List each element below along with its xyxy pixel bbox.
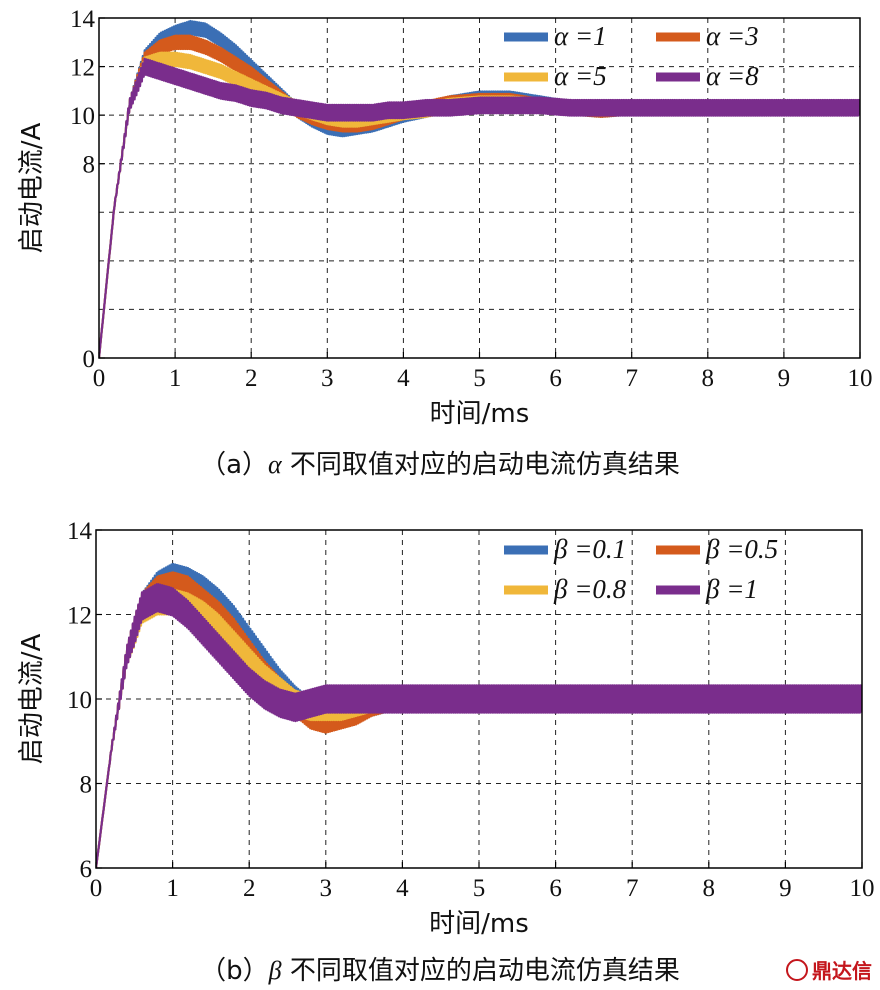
- x-axis-label: 时间/ms: [429, 909, 529, 939]
- y-tick-label: 12: [70, 55, 95, 82]
- series-group: [96, 562, 862, 868]
- x-tick-label: 3: [321, 365, 334, 392]
- legend-label-2: α =5: [554, 61, 607, 91]
- y-axis-label: 启动电流/A: [17, 123, 47, 254]
- legend-label-3: β =1: [705, 574, 758, 604]
- x-tick-label: 4: [396, 875, 409, 902]
- x-tick-label: 7: [626, 875, 639, 902]
- x-tick-label: 6: [549, 365, 562, 392]
- y-tick-label: 10: [70, 103, 95, 130]
- x-tick-label: 4: [397, 365, 410, 392]
- y-tick-label: 6: [80, 856, 93, 883]
- y-tick-label: 12: [67, 603, 92, 630]
- x-tick-label: 1: [169, 365, 182, 392]
- y-axis-label: 启动电流/A: [17, 634, 47, 765]
- x-axis-label: 时间/ms: [430, 399, 530, 429]
- legend-label-1: β =0.5: [705, 534, 778, 564]
- legend-label-0: α =1: [554, 21, 607, 51]
- x-tick-label: 3: [320, 875, 333, 902]
- y-tick-label: 10: [67, 687, 92, 714]
- x-tick-label: 0: [90, 875, 103, 902]
- x-tick-label: 8: [703, 875, 716, 902]
- legend-label-0: β =0.1: [553, 534, 626, 564]
- x-tick-label: 9: [779, 875, 792, 902]
- caption-panel-b: （b）β 不同取值对应的启动电流仿真结果: [200, 956, 680, 986]
- x-tick-label: 10: [850, 875, 875, 902]
- x-tick-label: 2: [245, 365, 258, 392]
- watermark: 鼎达信: [786, 955, 872, 984]
- x-tick-label: 7: [625, 365, 638, 392]
- y-tick-label: 8: [83, 152, 96, 179]
- caption-panel-a: （a）α 不同取值对应的启动电流仿真结果: [200, 450, 680, 480]
- watermark-text: 鼎达信: [812, 959, 872, 983]
- x-tick-label: 9: [778, 365, 791, 392]
- x-tick-label: 5: [473, 875, 486, 902]
- series-group: [99, 19, 860, 358]
- x-tick-label: 5: [473, 365, 486, 392]
- y-tick-label: 0: [83, 346, 96, 373]
- series-line-3: [96, 583, 862, 868]
- x-tick-label: 6: [549, 875, 562, 902]
- y-tick-label: 14: [70, 6, 96, 33]
- legend-label-3: α =8: [706, 61, 759, 91]
- series-line-3: [99, 57, 860, 358]
- x-tick-label: 8: [702, 365, 715, 392]
- legend-label-1: α =3: [706, 21, 759, 51]
- y-tick-label: 8: [80, 772, 93, 799]
- y-tick-label: 14: [67, 518, 93, 545]
- x-tick-label: 0: [93, 365, 106, 392]
- logo-icon: [786, 958, 808, 981]
- legend-label-2: β =0.8: [553, 574, 627, 604]
- x-tick-label: 1: [166, 875, 179, 902]
- x-tick-label: 2: [243, 875, 256, 902]
- x-tick-label: 10: [848, 365, 873, 392]
